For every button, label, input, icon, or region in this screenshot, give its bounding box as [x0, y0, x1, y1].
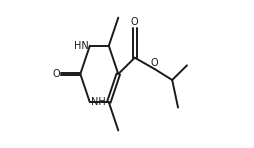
Text: O: O	[131, 17, 138, 27]
Text: NH: NH	[91, 97, 105, 107]
Text: O: O	[53, 69, 60, 79]
Text: HN: HN	[74, 41, 89, 51]
Text: O: O	[151, 58, 158, 67]
